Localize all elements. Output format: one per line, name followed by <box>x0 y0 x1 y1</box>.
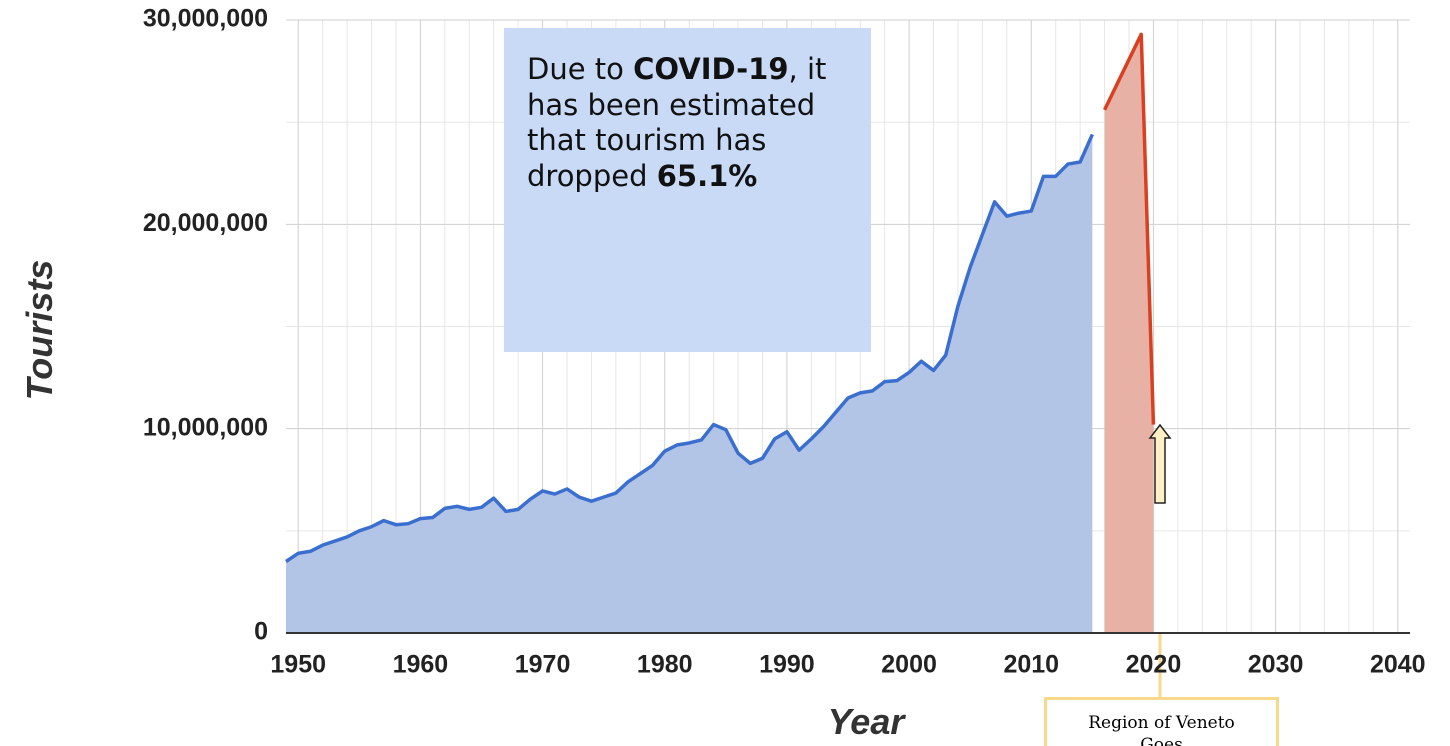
line <box>285 133 1094 563</box>
x-tick-label: 2030 <box>1248 651 1304 679</box>
x-tick-label: 1990 <box>759 651 815 679</box>
x-tick-label: 1980 <box>637 651 693 679</box>
arrow <box>1148 423 1172 504</box>
x-tick-label: 1950 <box>270 651 326 679</box>
area <box>1104 34 1154 633</box>
note-box: Region of Veneto Goes <box>1044 697 1279 746</box>
y-axis-label: Tourists <box>19 260 60 401</box>
y-tick-label: 30,000,000 <box>143 5 268 33</box>
x-tick-label: 2010 <box>1003 651 1059 679</box>
x-tick-label: 2000 <box>881 651 937 679</box>
annotation-bold: 65.1% <box>656 158 758 193</box>
area <box>286 134 1093 633</box>
line <box>1102 32 1156 425</box>
y-tick-label: 0 <box>254 618 268 646</box>
note-text: Region of Veneto Goes <box>1088 713 1235 746</box>
annotation-text: Due to <box>527 52 634 86</box>
y-tick-label: 10,000,000 <box>143 413 268 441</box>
x-axis-label: Year <box>828 701 907 742</box>
annotation: Due to COVID-19, it has been estimated t… <box>504 28 871 352</box>
x-tick-label: 1970 <box>515 651 571 679</box>
y-tick-label: 20,000,000 <box>143 209 268 237</box>
x-tick-label: 2020 <box>1126 651 1182 679</box>
annotation-text: , it has been estimated that tourism has… <box>527 52 827 193</box>
annotation-bold: COVID-19 <box>633 52 789 86</box>
x-tick-label: 2040 <box>1370 651 1426 679</box>
x-tick-label: 1960 <box>393 651 449 679</box>
